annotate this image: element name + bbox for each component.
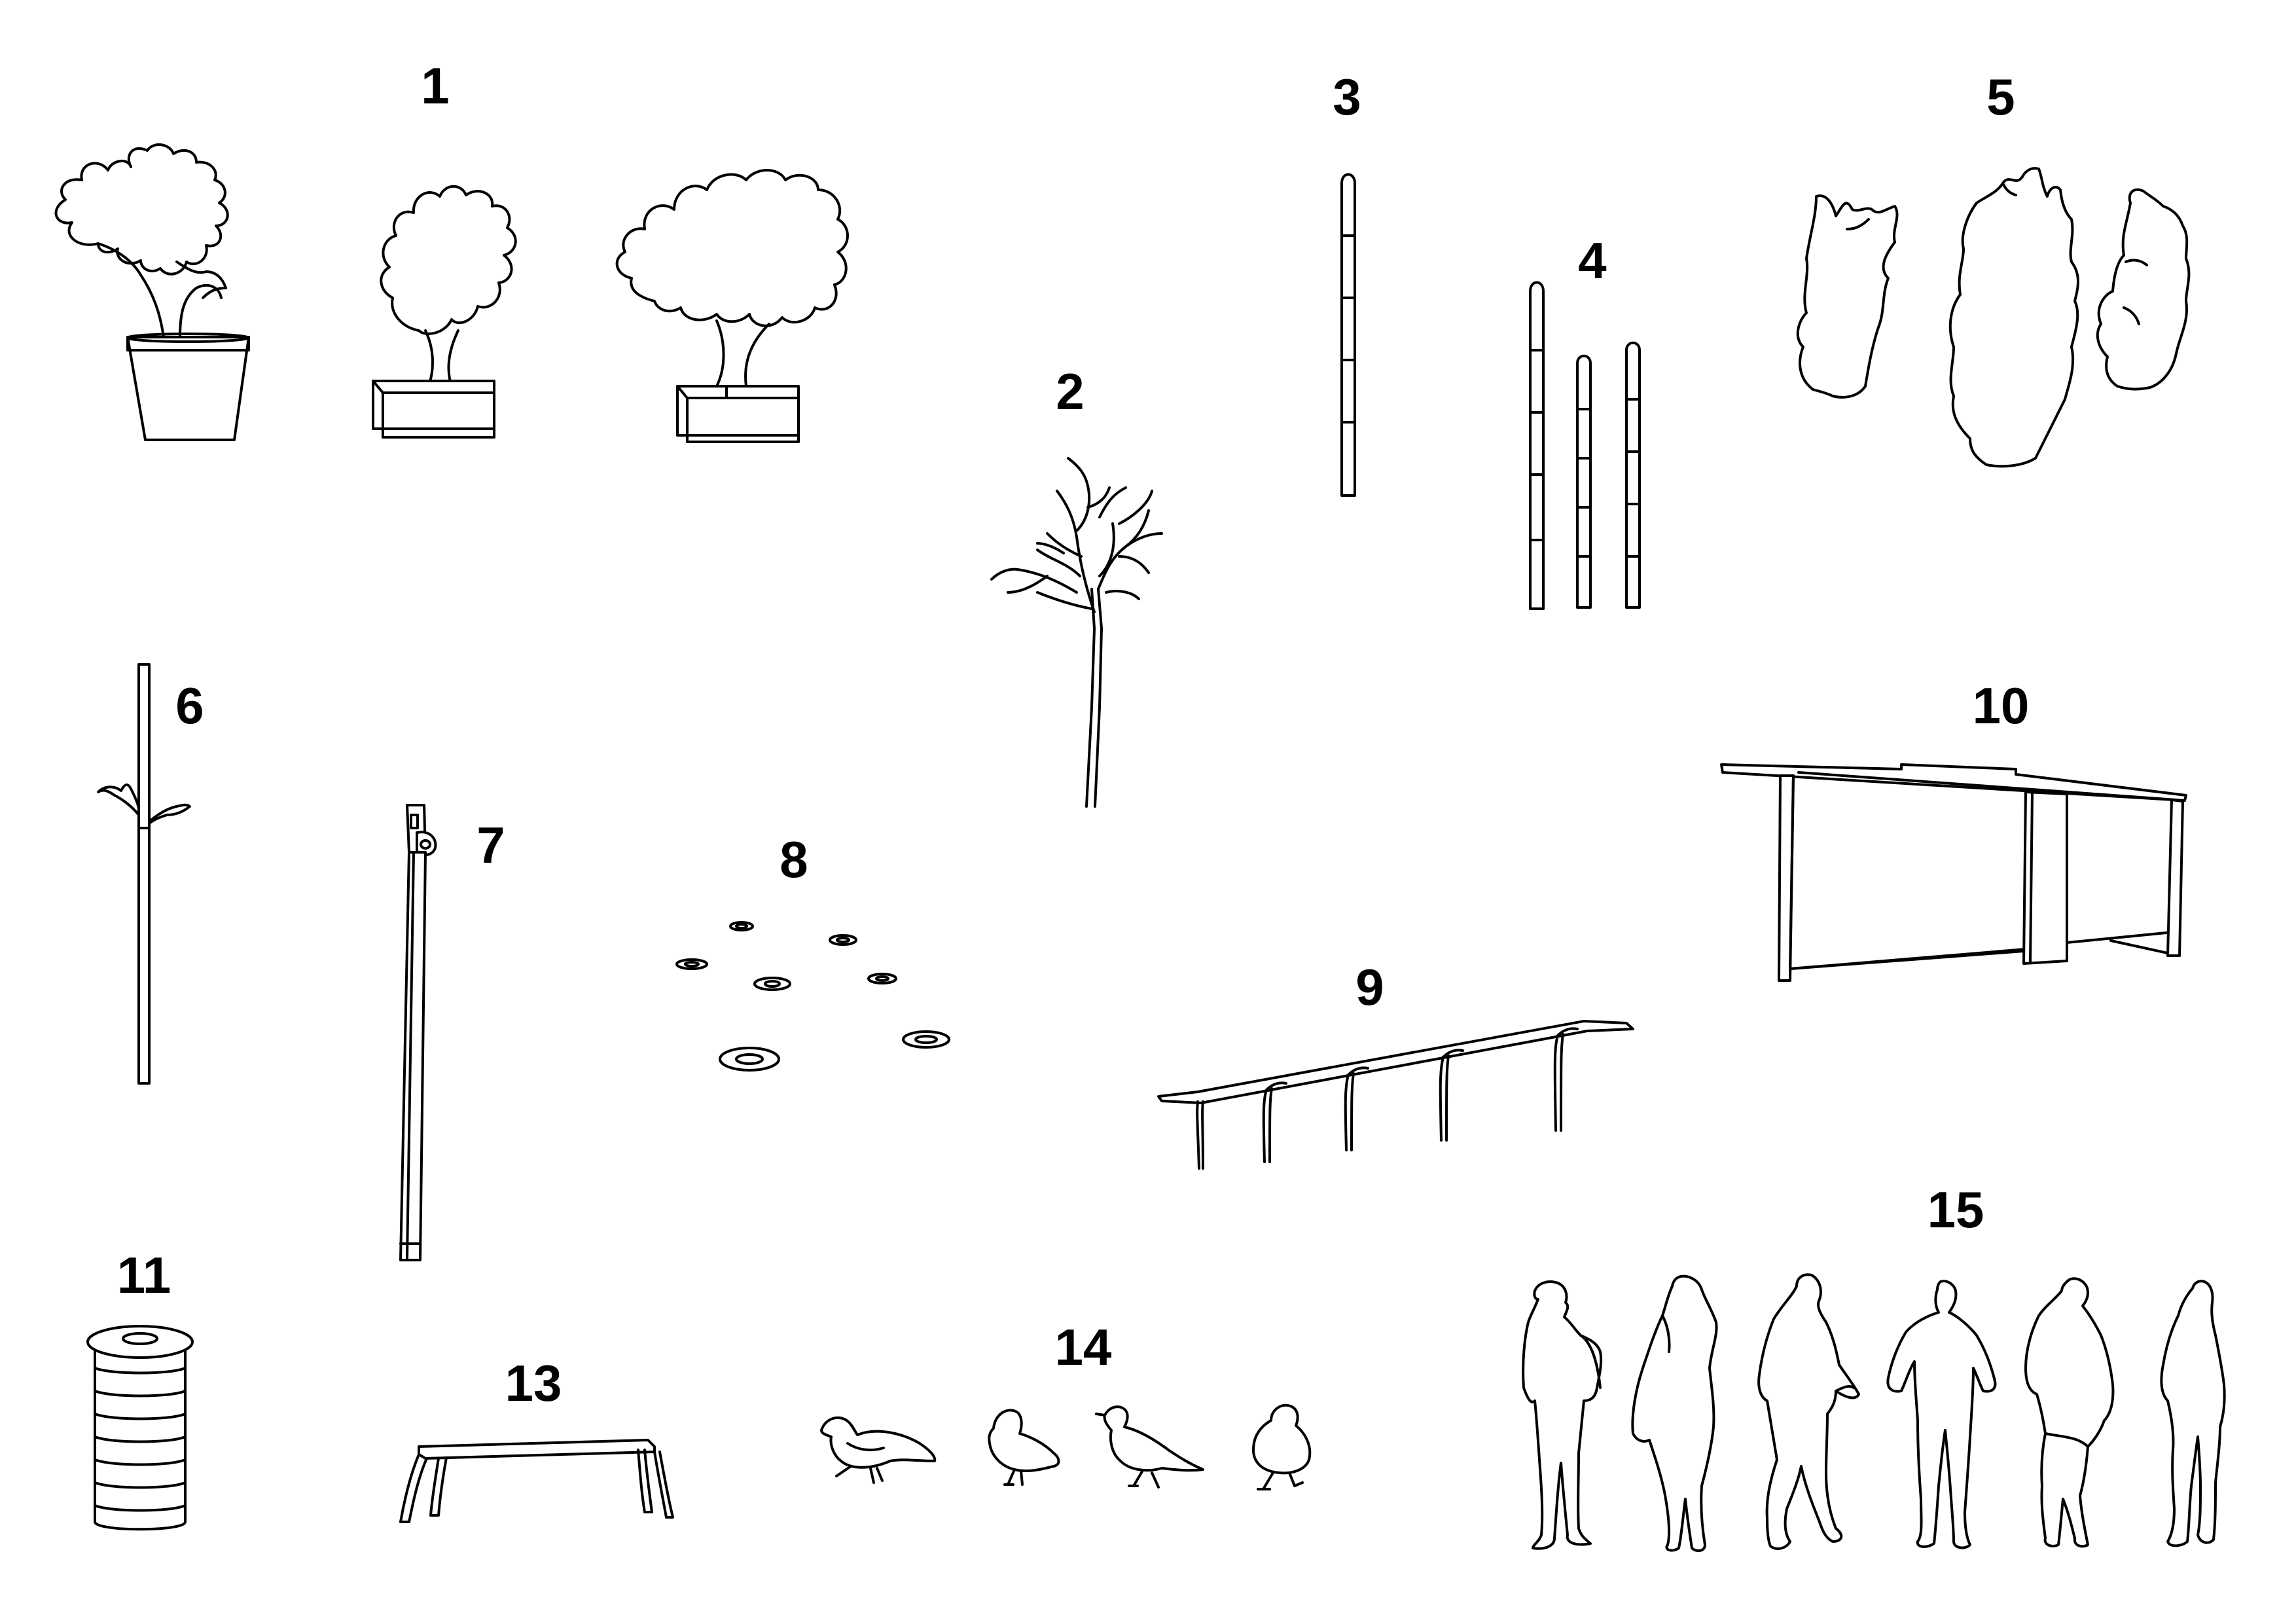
sapling-post-icon <box>97 663 191 1085</box>
medium-pole-icon <box>1576 354 1592 609</box>
group-11-litter-bin: 11 <box>86 1246 194 1531</box>
ground-light-icon <box>902 1030 950 1049</box>
wide-tree-in-box-planter-icon <box>615 169 849 443</box>
person-with-backpack-icon <box>1522 1280 1603 1550</box>
label-1: 1 <box>421 57 449 115</box>
pigeon-pecking-icon <box>820 1416 937 1484</box>
label-8: 8 <box>780 831 808 888</box>
ground-light-icon <box>729 921 754 931</box>
tree-in-round-pot-icon <box>54 143 250 441</box>
group-9-bike-rack: 9 <box>1157 958 1634 1170</box>
ground-light-icon <box>829 934 857 946</box>
label-2: 2 <box>1056 363 1084 420</box>
ground-light-icon <box>719 1047 780 1072</box>
pigeon-standing-icon <box>988 1409 1060 1486</box>
group-14-pigeons: 14 <box>820 1318 1312 1490</box>
ground-light-icon <box>675 958 708 970</box>
pigeon-walking-icon <box>1095 1405 1204 1489</box>
bus-shelter-icon <box>1720 763 2187 982</box>
person-long-hair-coat-icon <box>1631 1274 1718 1553</box>
group-2-bare-tree: 2 <box>990 363 1163 808</box>
label-10: 10 <box>1973 677 2030 734</box>
group-6-sapling-post: 6 <box>97 663 204 1085</box>
group-10-shelter: 10 <box>1720 677 2187 982</box>
group-7-lamp-post: 7 <box>399 804 505 1261</box>
label-7: 7 <box>476 816 505 874</box>
label-11: 11 <box>117 1246 171 1304</box>
person-standing-front-icon <box>1886 1280 1997 1549</box>
segmented-pole-icon <box>1340 173 1356 497</box>
label-3: 3 <box>1333 68 1361 126</box>
label-14: 14 <box>1055 1318 1112 1376</box>
bike-rack-icon <box>1157 1020 1634 1170</box>
label-6: 6 <box>175 677 204 734</box>
narrow-shrub-icon <box>2096 188 2191 391</box>
group-15-people: 15 <box>1522 1181 2226 1553</box>
tall-pole-icon <box>1529 281 1545 610</box>
group-1-potted-trees: 1 <box>54 57 849 443</box>
label-13: 13 <box>505 1354 562 1412</box>
pigeon-front-icon <box>1252 1403 1312 1490</box>
litter-bin-icon <box>86 1325 194 1531</box>
bench-icon <box>399 1439 674 1523</box>
group-3-single-pole: 3 <box>1333 68 1361 497</box>
group-4-pole-group: 4 <box>1529 232 1641 610</box>
label-15: 15 <box>1928 1181 1984 1238</box>
tall-shrub-icon <box>1948 167 2079 468</box>
ground-light-icon <box>753 977 791 991</box>
person-winter-coat-icon <box>2024 1277 2115 1548</box>
tree-in-box-planter-icon <box>372 185 517 439</box>
group-5-shrubs: 5 <box>1796 68 2191 468</box>
lamp-post-icon <box>399 804 437 1261</box>
group-13-bench: 13 <box>399 1354 674 1523</box>
short-pole-icon <box>1625 341 1641 609</box>
label-4: 4 <box>1578 232 1606 289</box>
small-shrub-icon <box>1796 194 1899 399</box>
label-9: 9 <box>1355 958 1384 1016</box>
label-5: 5 <box>1986 68 2015 126</box>
person-standing-slim-icon <box>2160 1280 2226 1547</box>
ground-light-icon <box>867 973 897 984</box>
bare-tree-icon <box>990 457 1163 808</box>
person-walking-icon <box>1757 1273 1860 1550</box>
group-8-ground-lights: 8 <box>675 831 950 1072</box>
